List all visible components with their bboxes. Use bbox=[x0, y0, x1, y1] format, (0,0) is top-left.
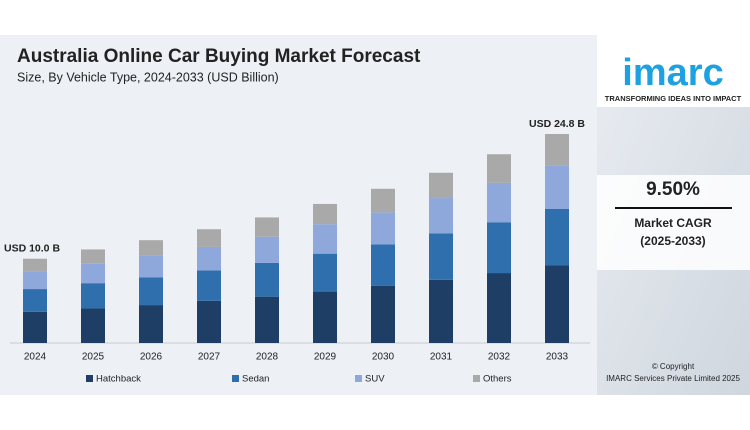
bar-segment bbox=[545, 209, 569, 266]
bar-segment bbox=[255, 217, 279, 237]
legend-label: Hatchback bbox=[96, 374, 141, 385]
x-tick-label: 2027 bbox=[198, 352, 221, 363]
bar-segment bbox=[487, 154, 511, 183]
x-tick-label: 2026 bbox=[140, 352, 163, 363]
bar-segment bbox=[139, 305, 163, 343]
bar-segment bbox=[371, 212, 395, 245]
bar-segment bbox=[371, 285, 395, 343]
cagr-label: Market CAGR bbox=[634, 216, 712, 230]
logo-panel bbox=[597, 35, 750, 107]
bar-segment bbox=[197, 246, 221, 271]
bar-segment bbox=[23, 271, 47, 290]
bar-segment bbox=[487, 222, 511, 274]
bar-segment bbox=[371, 188, 395, 213]
bar-segment bbox=[197, 270, 221, 301]
bar-segment bbox=[23, 289, 47, 312]
legend-swatch bbox=[86, 375, 93, 382]
bar-segment bbox=[487, 182, 511, 223]
bar-segment bbox=[139, 255, 163, 278]
bar-segment bbox=[429, 172, 453, 199]
x-tick-label: 2030 bbox=[372, 352, 395, 363]
bar-segment bbox=[139, 240, 163, 256]
annotation: USD 10.0 B bbox=[4, 243, 60, 255]
bar-segment bbox=[545, 265, 569, 343]
cagr-period: (2025-2033) bbox=[640, 234, 705, 248]
x-tick-label: 2033 bbox=[546, 352, 569, 363]
bar-segment bbox=[81, 283, 105, 309]
bar-segment bbox=[429, 279, 453, 343]
bar-segment bbox=[81, 249, 105, 264]
logo: imarc bbox=[622, 52, 723, 94]
bar-segment bbox=[313, 291, 337, 343]
bar-segment bbox=[139, 277, 163, 306]
x-tick-label: 2025 bbox=[82, 352, 105, 363]
bar-segment bbox=[255, 262, 279, 297]
bar-segment bbox=[313, 253, 337, 292]
legend-label: Others bbox=[483, 374, 512, 385]
x-tick-label: 2028 bbox=[256, 352, 279, 363]
chart-subtitle: Size, By Vehicle Type, 2024-2033 (USD Bi… bbox=[17, 70, 279, 84]
legend-label: Sedan bbox=[242, 374, 269, 385]
cagr-panel bbox=[597, 175, 750, 270]
bar-segment bbox=[371, 244, 395, 286]
x-tick-label: 2029 bbox=[314, 352, 337, 363]
bar-segment bbox=[23, 258, 47, 272]
bar-segment bbox=[197, 229, 221, 247]
bar-segment bbox=[545, 134, 569, 166]
bar-segment bbox=[81, 308, 105, 343]
bar-segment bbox=[313, 203, 337, 225]
bar-segment bbox=[545, 165, 569, 210]
bar-segment bbox=[429, 233, 453, 280]
x-tick-label: 2032 bbox=[488, 352, 511, 363]
legend-swatch bbox=[355, 375, 362, 382]
tagline: TRANSFORMING IDEAS INTO IMPACT bbox=[605, 94, 742, 103]
x-tick-label: 2031 bbox=[430, 352, 453, 363]
bar-segment bbox=[255, 236, 279, 263]
bar-segment bbox=[255, 296, 279, 343]
copyright: © Copyright bbox=[652, 362, 695, 371]
bar-segment bbox=[313, 224, 337, 254]
legend-swatch bbox=[473, 375, 480, 382]
legend-label: SUV bbox=[365, 374, 385, 385]
bar-segment bbox=[429, 198, 453, 234]
company: IMARC Services Private Limited 2025 bbox=[606, 374, 740, 383]
bar-segment bbox=[197, 300, 221, 343]
bar-segment bbox=[487, 273, 511, 343]
bar-segment bbox=[23, 311, 47, 343]
cagr-value: 9.50% bbox=[646, 179, 700, 200]
annotation: USD 24.8 B bbox=[529, 118, 585, 130]
chart-title: Australia Online Car Buying Market Forec… bbox=[17, 46, 421, 67]
legend-swatch bbox=[232, 375, 239, 382]
x-tick-label: 2024 bbox=[24, 352, 47, 363]
bar-segment bbox=[81, 263, 105, 284]
